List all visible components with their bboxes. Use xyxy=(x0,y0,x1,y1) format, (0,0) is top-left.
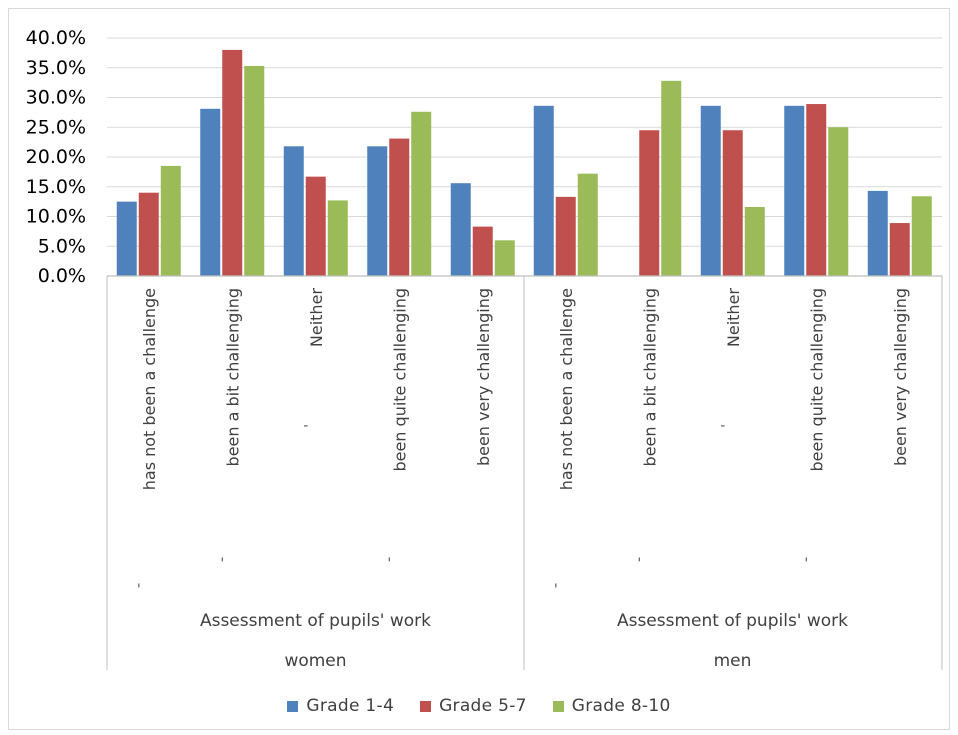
axis-lines xyxy=(106,275,943,670)
bar xyxy=(889,223,910,276)
category-label: Neither xyxy=(724,288,743,348)
category-mark: ' xyxy=(387,556,391,572)
category-label: been quite challenging xyxy=(390,288,409,472)
legend-item-grade-1-4: Grade 1-4 xyxy=(287,696,394,716)
category-label: been a bit challenging xyxy=(640,288,659,466)
bar xyxy=(472,226,493,276)
bar xyxy=(327,200,348,276)
category-label: has not been a challenge xyxy=(557,288,576,490)
y-tick-label: 5.0% xyxy=(38,235,86,257)
y-tick-label: 35.0% xyxy=(26,57,86,79)
category-mark: ' xyxy=(637,556,641,572)
bar xyxy=(661,80,682,276)
y-tick-label: 15.0% xyxy=(26,176,86,198)
bar xyxy=(828,127,849,276)
y-tick-label: 20.0% xyxy=(26,146,86,168)
category-label: been quite challenging xyxy=(807,288,826,472)
category-mark: - xyxy=(303,418,308,434)
y-tick-label: 25.0% xyxy=(26,116,86,138)
legend-label: Grade 8-10 xyxy=(571,696,671,716)
bar xyxy=(200,108,221,277)
bar xyxy=(367,146,388,276)
chart-frame xyxy=(8,8,950,730)
legend-item-grade-5-7: Grade 5-7 xyxy=(420,696,527,716)
legend-label: Grade 1-4 xyxy=(306,696,395,716)
category-mark: ' xyxy=(554,582,558,598)
bar xyxy=(222,49,243,277)
group-sublabel: Assessment of pupils' work xyxy=(200,611,431,631)
bar xyxy=(494,240,515,276)
bar xyxy=(639,130,660,276)
bar xyxy=(911,196,932,276)
y-axis-ticks: 0.0% 5.0% 10.0% 15.0% 20.0% 25.0% 30.0% 35.0% 40… xyxy=(26,27,86,287)
category-label: Neither xyxy=(307,288,326,348)
category-label: has not been a challenge xyxy=(140,288,159,490)
y-tick-label: 40.0% xyxy=(26,27,86,49)
bar xyxy=(450,183,471,276)
bar xyxy=(116,201,137,276)
category-label: been very challenging xyxy=(474,288,493,466)
bar xyxy=(160,165,181,276)
category-mark: ' xyxy=(220,556,224,572)
bar xyxy=(784,105,805,276)
legend: Grade 1-4 Grade 5-7 Grade 8-10 xyxy=(0,694,958,718)
y-tick-label: 30.0% xyxy=(26,87,86,109)
category-label: been a bit challenging xyxy=(223,288,242,466)
bar xyxy=(722,130,743,276)
bar xyxy=(411,111,432,276)
bar xyxy=(700,105,721,276)
y-tick-label: 0.0% xyxy=(38,265,86,287)
legend-item-grade-8-10: Grade 8-10 xyxy=(552,696,671,716)
bar xyxy=(867,190,888,276)
bar xyxy=(555,196,576,276)
legend-label: Grade 5-7 xyxy=(439,696,527,716)
bar xyxy=(138,192,159,276)
bars xyxy=(116,49,932,277)
bar xyxy=(244,65,265,276)
legend-swatch xyxy=(420,700,432,712)
category-mark: - xyxy=(720,418,725,434)
bar xyxy=(577,173,598,276)
y-tick-label: 10.0% xyxy=(26,206,86,228)
bar xyxy=(389,138,410,276)
x-axis-labels: has not been a challenge ' been a bit chal… xyxy=(137,288,910,671)
group-sublabel: Assessment of pupils' work xyxy=(617,611,848,631)
group-label: women xyxy=(284,651,346,671)
legend-swatch xyxy=(552,700,564,712)
bar xyxy=(533,105,554,276)
bar xyxy=(744,206,765,276)
category-label: been very challenging xyxy=(891,288,910,466)
bar xyxy=(283,146,304,276)
bar xyxy=(806,104,827,276)
category-mark: ' xyxy=(137,582,141,598)
bar xyxy=(305,176,326,276)
legend-swatch xyxy=(287,700,299,712)
group-label: men xyxy=(714,651,752,671)
category-mark: ' xyxy=(804,556,808,572)
